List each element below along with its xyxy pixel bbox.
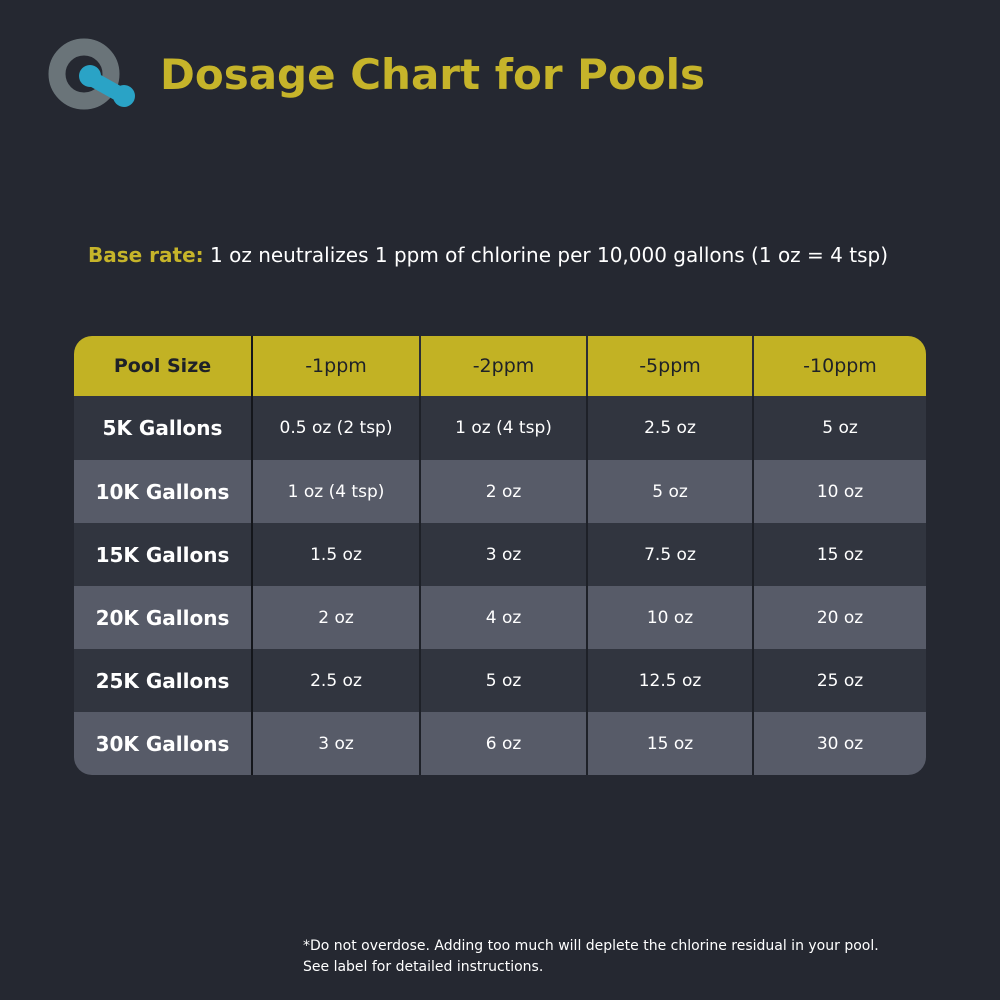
dosage-cell: 25 oz xyxy=(752,649,926,712)
table-row: 10K Gallons 1 oz (4 tsp) 2 oz 5 oz 10 oz xyxy=(74,460,926,523)
table-row: 20K Gallons 2 oz 4 oz 10 oz 20 oz xyxy=(74,586,926,649)
dosage-table-container: Pool Size -1ppm -2ppm -5ppm -10ppm 5K Ga… xyxy=(74,336,926,775)
dosage-cell: 5 oz xyxy=(419,649,587,712)
dosage-cell: 2.5 oz xyxy=(251,649,420,712)
column-header-2ppm: -2ppm xyxy=(419,336,587,396)
dosage-cell: 15 oz xyxy=(752,523,926,586)
dosage-cell: 1.5 oz xyxy=(251,523,420,586)
page-title: Dosage Chart for Pools xyxy=(160,50,706,99)
dosage-cell: 15 oz xyxy=(586,712,753,775)
dosage-cell: 0.5 oz (2 tsp) xyxy=(251,396,420,460)
dosage-cell: 1 oz (4 tsp) xyxy=(251,460,420,523)
dosage-cell: 6 oz xyxy=(419,712,587,775)
dosage-cell: 1 oz (4 tsp) xyxy=(419,396,587,460)
dosage-cell: 2.5 oz xyxy=(586,396,753,460)
pool-size-cell: 10K Gallons xyxy=(74,460,253,523)
pool-size-cell: 30K Gallons xyxy=(74,712,253,775)
base-rate-value: 1 oz neutralizes 1 ppm of chlorine per 1… xyxy=(203,243,888,267)
dosage-cell: 10 oz xyxy=(586,586,753,649)
dosage-cell: 2 oz xyxy=(251,586,420,649)
dosage-cell: 30 oz xyxy=(752,712,926,775)
dosage-cell: 10 oz xyxy=(752,460,926,523)
pool-size-cell: 15K Gallons xyxy=(74,523,253,586)
footnote-line-2: See label for detailed instructions. xyxy=(303,959,544,975)
pool-size-cell: 25K Gallons xyxy=(74,649,253,712)
base-rate-label: Base rate: xyxy=(88,243,204,267)
dosage-cell: 3 oz xyxy=(419,523,587,586)
table-row: 15K Gallons 1.5 oz 3 oz 7.5 oz 15 oz xyxy=(74,523,926,586)
brand-logo-icon xyxy=(48,38,135,110)
dosage-table: Pool Size -1ppm -2ppm -5ppm -10ppm 5K Ga… xyxy=(74,336,926,775)
dosage-cell: 2 oz xyxy=(419,460,587,523)
column-header-pool-size: Pool Size xyxy=(74,336,253,396)
pool-size-cell: 5K Gallons xyxy=(74,396,253,460)
footnote: *Do not overdose. Adding too much will d… xyxy=(303,936,879,978)
table-header-row: Pool Size -1ppm -2ppm -5ppm -10ppm xyxy=(74,336,926,396)
column-header-10ppm: -10ppm xyxy=(752,336,926,396)
table-row: 5K Gallons 0.5 oz (2 tsp) 1 oz (4 tsp) 2… xyxy=(74,396,926,460)
dosage-cell: 12.5 oz xyxy=(586,649,753,712)
dosage-cell: 4 oz xyxy=(419,586,587,649)
dosage-cell: 5 oz xyxy=(752,396,926,460)
column-header-1ppm: -1ppm xyxy=(251,336,420,396)
table-row: 25K Gallons 2.5 oz 5 oz 12.5 oz 25 oz xyxy=(74,649,926,712)
footnote-line-1: *Do not overdose. Adding too much will d… xyxy=(303,938,879,954)
column-header-5ppm: -5ppm xyxy=(586,336,753,396)
base-rate-text: Base rate: 1 oz neutralizes 1 ppm of chl… xyxy=(88,243,888,267)
dosage-cell: 5 oz xyxy=(586,460,753,523)
dosage-cell: 3 oz xyxy=(251,712,420,775)
pool-size-cell: 20K Gallons xyxy=(74,586,253,649)
dosage-cell: 20 oz xyxy=(752,586,926,649)
table-row: 30K Gallons 3 oz 6 oz 15 oz 30 oz xyxy=(74,712,926,775)
dosage-cell: 7.5 oz xyxy=(586,523,753,586)
